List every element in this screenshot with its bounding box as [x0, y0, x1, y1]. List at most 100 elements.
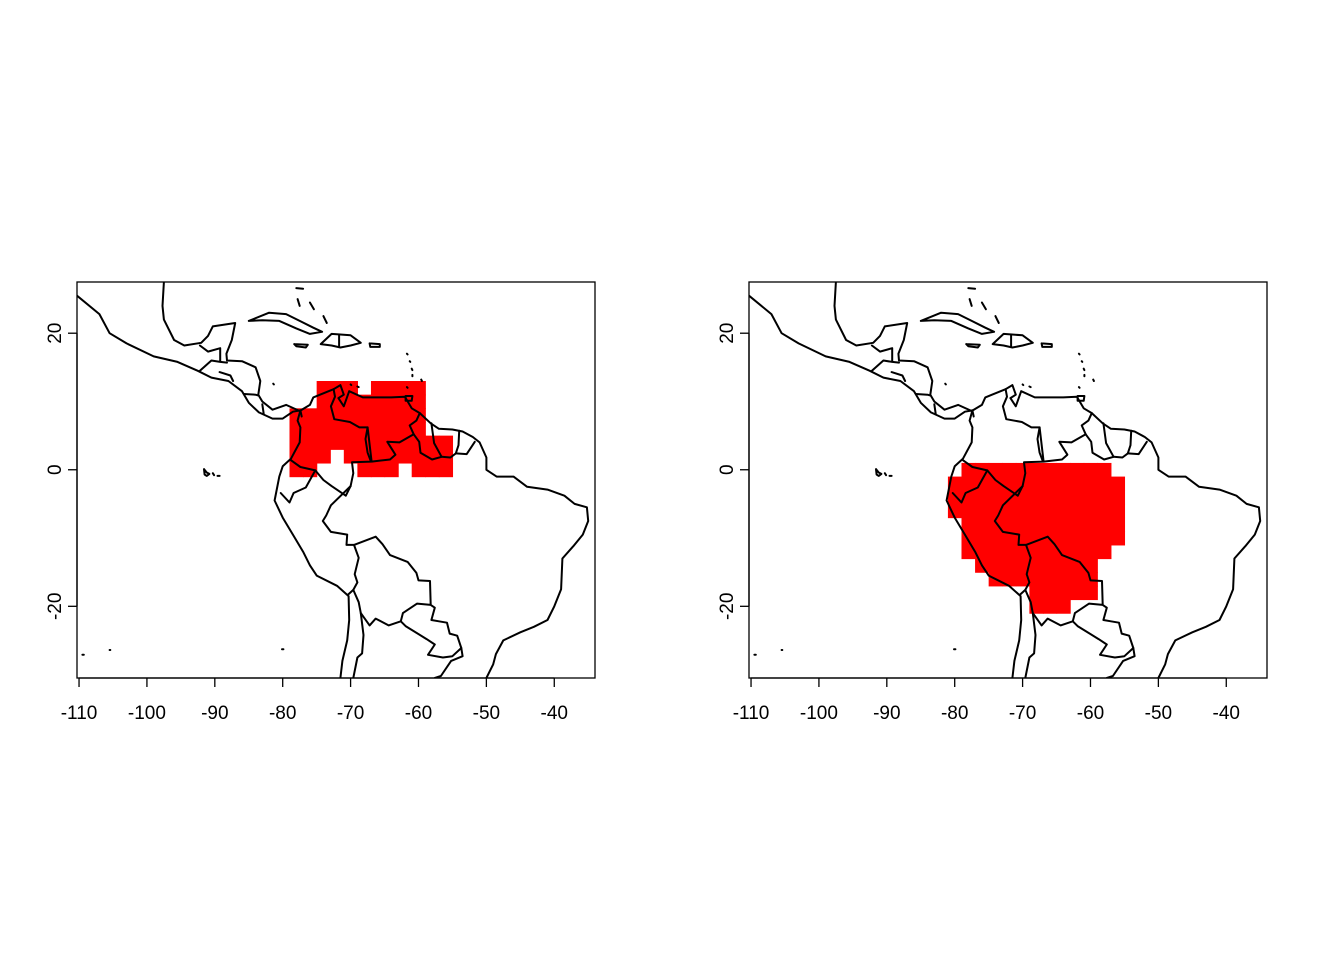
range-cell	[398, 435, 413, 450]
coastline-path	[1076, 395, 1086, 402]
coastline-path	[356, 385, 360, 389]
range-cell	[343, 435, 358, 450]
coastline-path	[352, 588, 402, 627]
range-cell	[316, 449, 331, 464]
x-tick-label: -80	[269, 703, 296, 724]
x-tick-label: -60	[1077, 703, 1104, 724]
coastline-path	[410, 367, 414, 372]
range-cell	[1002, 558, 1017, 573]
x-tick-label: -90	[873, 703, 900, 724]
coastline-path	[322, 315, 328, 324]
coastline-path	[967, 287, 977, 290]
coastline-path	[1024, 612, 1037, 678]
range-cell	[1070, 517, 1085, 532]
range-cell	[1042, 558, 1058, 573]
range-cell	[316, 408, 331, 423]
range-cell	[1070, 503, 1085, 519]
y-tick-label: 20	[717, 323, 738, 344]
map-panel-left: -110 -100 -90 -80 -70 -60 -50 -40 -20 0 20	[45, 281, 596, 724]
coastline-path	[1080, 360, 1084, 363]
range-cell	[975, 490, 990, 505]
range-cell	[1097, 503, 1112, 519]
coastline-path	[980, 301, 987, 311]
coastline-path	[299, 409, 303, 418]
range-cell	[425, 462, 440, 478]
range-cell	[1056, 476, 1071, 491]
range-cell	[411, 449, 426, 464]
x-tick-label: -110	[733, 703, 770, 724]
x-tick-label: -40	[541, 703, 568, 724]
range-cell	[1097, 462, 1112, 478]
range-cell	[1083, 503, 1098, 519]
coastline-path	[366, 412, 421, 463]
range-cell	[961, 517, 976, 532]
coastline-path	[321, 485, 360, 596]
map-panel-right: -110 -100 -90 -80 -70 -60 -50 -40 -20 0 20	[717, 281, 1268, 724]
x-tick-label: -50	[1145, 703, 1172, 724]
coastline-path	[883, 472, 888, 477]
range-cell	[1042, 544, 1058, 560]
coastline-path	[1025, 535, 1135, 659]
range-cell	[1029, 585, 1044, 601]
range-cell	[1070, 490, 1085, 505]
range-cell	[1029, 462, 1044, 478]
x-tick-label: -100	[128, 703, 166, 724]
range-cell	[1015, 462, 1030, 478]
coastline-path	[875, 468, 883, 477]
range-cell	[1042, 585, 1058, 601]
range-cell	[1083, 544, 1098, 560]
coastline-path	[1077, 386, 1081, 389]
range-cell	[370, 408, 386, 423]
range-cell	[384, 421, 399, 437]
range-cell	[1002, 503, 1017, 519]
range-cell	[1002, 462, 1017, 478]
range-cell	[1056, 490, 1071, 505]
range-cell	[1015, 490, 1030, 505]
coastline-path	[1084, 422, 1115, 461]
coastlines	[749, 282, 1262, 678]
coastline-path	[1082, 367, 1086, 372]
coastline-path	[319, 332, 362, 349]
range-cell	[343, 408, 358, 423]
y-tick-label: 20	[45, 323, 66, 344]
coastline-path	[211, 472, 216, 477]
range-cell	[411, 394, 426, 409]
range-cell	[1056, 585, 1071, 601]
x-tick-label: -90	[201, 703, 228, 724]
range-cell	[1070, 544, 1085, 560]
range-cell	[988, 476, 1003, 491]
coastline-path	[261, 403, 265, 415]
range-cell	[1110, 531, 1126, 546]
coastlines	[77, 282, 590, 678]
range-cell	[961, 544, 976, 560]
range-cell	[1097, 517, 1112, 532]
range-cell	[438, 462, 454, 478]
range-cell	[975, 517, 990, 532]
range-cell	[357, 421, 372, 437]
coastline-path	[161, 282, 590, 678]
coastline-path	[308, 301, 315, 311]
range-cell	[370, 435, 386, 450]
coastline-path	[368, 342, 381, 348]
range-cell	[1002, 517, 1017, 532]
range-cell	[330, 435, 345, 450]
coastline-path	[1126, 440, 1148, 456]
coastline-path	[293, 343, 309, 349]
range-cell	[961, 503, 976, 519]
coastline-path	[408, 360, 412, 363]
range-cell	[370, 381, 386, 396]
range-cell	[1029, 572, 1044, 587]
range-cell	[398, 408, 413, 423]
range-cell	[1002, 490, 1017, 505]
coastline-path	[965, 343, 981, 349]
coastline-path	[405, 352, 409, 356]
range-cell	[1097, 490, 1112, 505]
range-cell	[1083, 517, 1098, 532]
coastline-path	[919, 311, 996, 335]
coastline-path	[870, 359, 900, 372]
range-cell	[316, 435, 331, 450]
range-cell	[1083, 476, 1098, 491]
range-cell	[398, 381, 413, 396]
coastline-path	[296, 298, 301, 307]
range-cell	[1056, 517, 1071, 532]
